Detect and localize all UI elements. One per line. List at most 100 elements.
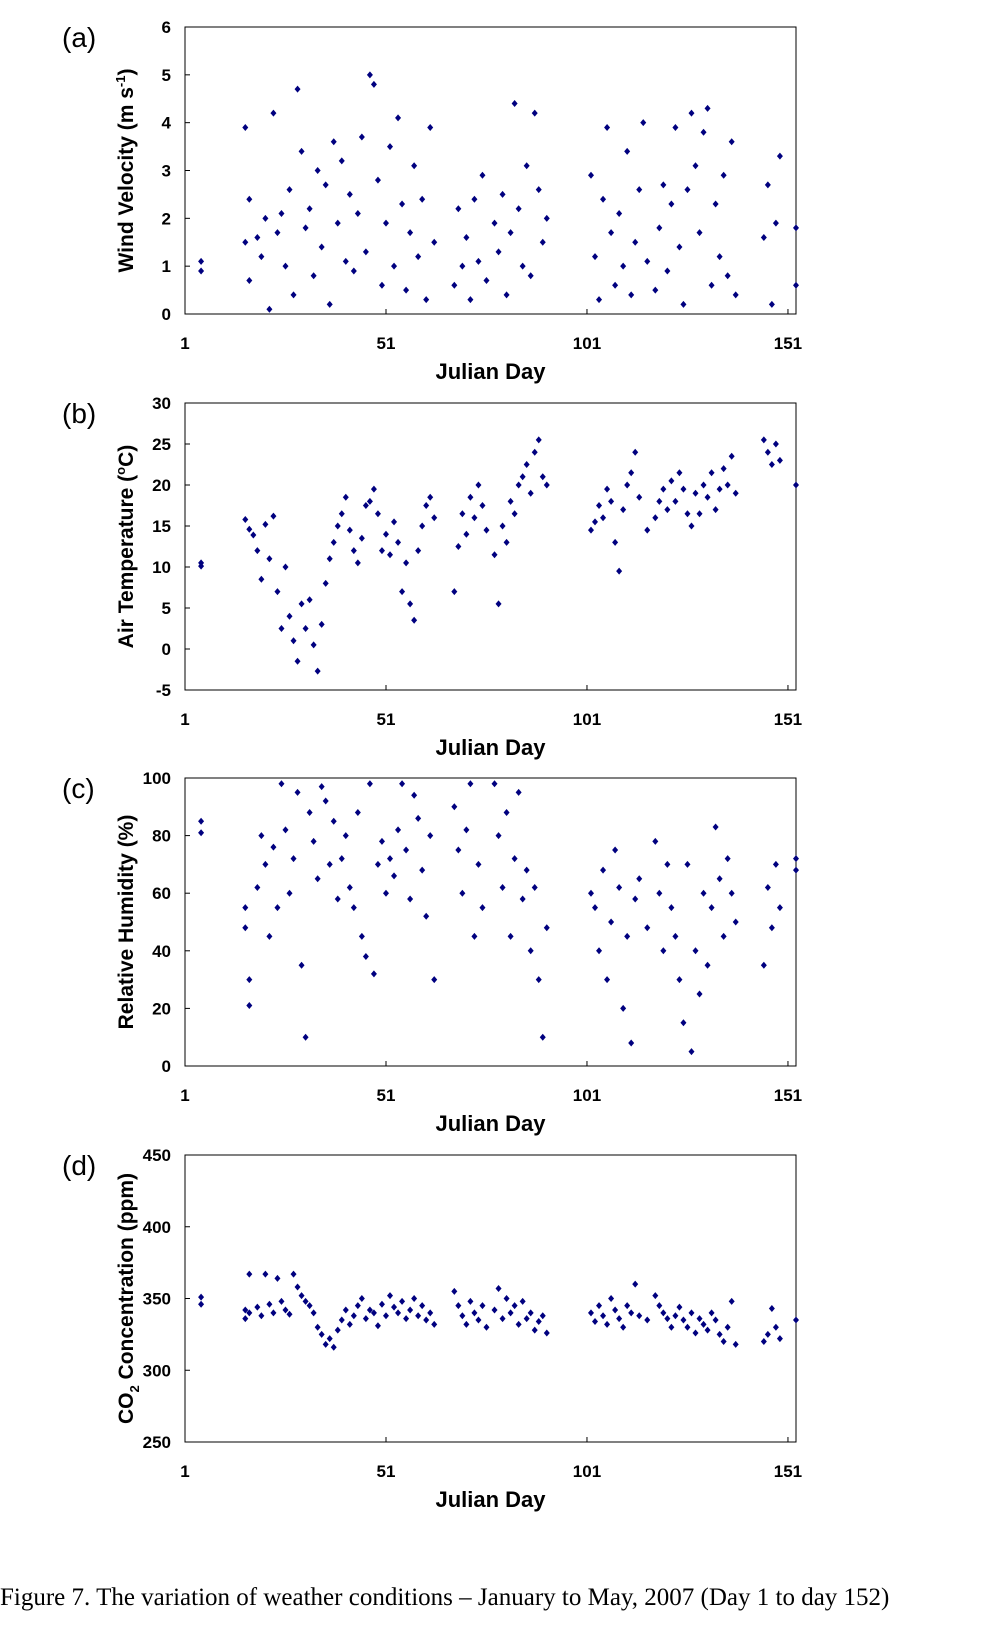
- data-point: [459, 262, 466, 270]
- data-point: [250, 531, 257, 539]
- data-point: [539, 1312, 546, 1320]
- data-point: [772, 1323, 779, 1331]
- data-point: [640, 119, 647, 127]
- data-point: [499, 190, 506, 198]
- data-point: [338, 855, 345, 863]
- data-point: [720, 932, 727, 940]
- data-point: [246, 195, 253, 203]
- data-point: [419, 866, 426, 874]
- data-point: [346, 526, 353, 534]
- data-point: [720, 1338, 727, 1346]
- data-point: [459, 510, 466, 518]
- data-point: [515, 205, 522, 213]
- data-point: [374, 1322, 381, 1330]
- data-point: [507, 1309, 514, 1317]
- y-tick-label: -5: [156, 681, 171, 700]
- data-point: [302, 625, 309, 632]
- data-point: [387, 1292, 394, 1300]
- data-point: [523, 461, 530, 468]
- y-tick-label: 450: [143, 1146, 171, 1165]
- x-tick-label: 151: [774, 1462, 802, 1481]
- data-point: [632, 238, 639, 246]
- data-point: [680, 300, 687, 308]
- data-point: [427, 493, 434, 501]
- data-point: [515, 481, 522, 489]
- data-point: [278, 780, 285, 788]
- data-point: [700, 889, 707, 897]
- data-point: [612, 846, 619, 854]
- plot-frame: [184, 26, 797, 315]
- panel-label: (d): [62, 1150, 96, 1181]
- data-point: [330, 538, 337, 546]
- y-tick-label: 250: [143, 1433, 171, 1452]
- data-point: [712, 506, 719, 514]
- data-point: [246, 976, 253, 984]
- data-point: [258, 575, 265, 583]
- data-point: [776, 904, 783, 912]
- data-point: [318, 783, 325, 791]
- x-tick-label: 51: [377, 334, 396, 353]
- data-point: [596, 947, 603, 955]
- data-point: [455, 543, 462, 550]
- data-point: [286, 612, 293, 620]
- y-axis-label: Wind Velocity (m s-1): [113, 69, 138, 273]
- data-point: [636, 493, 643, 501]
- data-point: [242, 1315, 249, 1323]
- data-point: [668, 477, 675, 485]
- data-point: [475, 481, 482, 489]
- data-point: [519, 895, 526, 903]
- data-point: [732, 1340, 739, 1348]
- data-point: [419, 195, 426, 203]
- data-point: [624, 481, 631, 489]
- y-axis-label: Relative Humidity (%): [115, 815, 138, 1030]
- data-point: [587, 526, 594, 534]
- data-point: [535, 186, 542, 194]
- data-point: [600, 514, 607, 522]
- data-point: [495, 832, 502, 840]
- y-tick-label: 2: [162, 209, 171, 228]
- data-point: [656, 889, 663, 897]
- data-point: [282, 262, 289, 270]
- data-point: [511, 1302, 518, 1310]
- data-point: [696, 990, 703, 998]
- y-tick-label: 5: [162, 66, 171, 85]
- data-point: [338, 510, 345, 518]
- data-point: [519, 473, 526, 481]
- y-tick-label: 60: [152, 884, 171, 903]
- data-point: [330, 138, 337, 146]
- data-point: [793, 281, 799, 289]
- data-point: [612, 1306, 619, 1314]
- data-point: [728, 138, 735, 146]
- data-point: [403, 1315, 410, 1323]
- data-point: [411, 1295, 418, 1302]
- data-point: [672, 932, 679, 940]
- data-point: [523, 162, 530, 170]
- data-point: [467, 493, 474, 501]
- data-point: [378, 1300, 385, 1308]
- y-tick-label: 0: [162, 640, 171, 659]
- data-point: [427, 123, 434, 131]
- data-point: [471, 514, 478, 522]
- data-point: [242, 904, 249, 912]
- data-point: [298, 1292, 305, 1300]
- data-point: [676, 1303, 683, 1311]
- data-point: [407, 895, 414, 903]
- figure-caption: Figure 7. The variation of weather condi…: [0, 1584, 890, 1611]
- data-point: [314, 875, 321, 883]
- data-point: [326, 1335, 333, 1343]
- data-point: [479, 502, 486, 509]
- data-point: [515, 788, 522, 796]
- data-point: [262, 520, 269, 528]
- data-point: [282, 1306, 289, 1314]
- data-point: [587, 1309, 594, 1317]
- data-point: [793, 866, 799, 874]
- data-point: [326, 300, 333, 308]
- data-point: [660, 1309, 667, 1317]
- data-point: [242, 515, 249, 523]
- data-point: [391, 872, 398, 880]
- data-point: [314, 167, 321, 174]
- data-point: [467, 296, 474, 304]
- data-point: [298, 147, 305, 155]
- data-point: [608, 497, 615, 505]
- data-point: [704, 493, 711, 501]
